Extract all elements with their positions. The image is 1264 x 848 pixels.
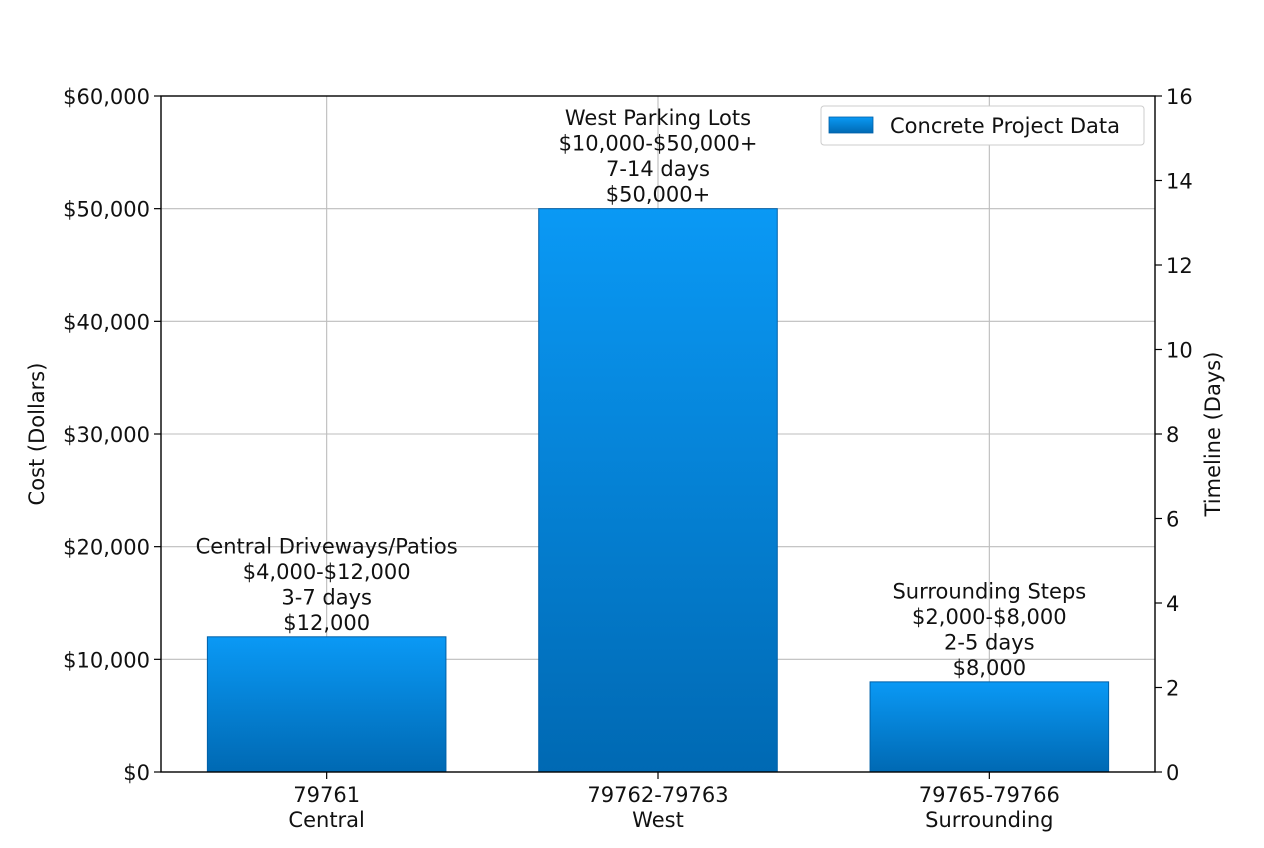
bar-annotation-project: Central Driveways/Patios (196, 534, 458, 558)
x-tick-label-area: West (632, 808, 684, 832)
bar-annotation-value-label: $12,000 (283, 611, 370, 635)
bar (206, 636, 447, 773)
y-tick-label: $30,000 (63, 423, 150, 447)
bars (206, 208, 1110, 773)
bar-annotation-timeline: 7-14 days (606, 157, 710, 181)
bar (538, 208, 778, 773)
x-tick-label-area: Surrounding (925, 808, 1053, 832)
y-tick-label: $0 (123, 761, 150, 785)
legend-swatch (828, 116, 874, 134)
bar-annotation-range: $10,000-$50,000+ (559, 132, 758, 156)
y2-tick-label: 10 (1166, 339, 1193, 363)
y2-tick-label: 6 (1166, 508, 1179, 532)
y2-tick-label: 8 (1166, 423, 1179, 447)
y-tick-label: $50,000 (63, 198, 150, 222)
x-tick-label-code: 79762-79763 (587, 783, 728, 807)
x-tick-label-area: Central (288, 808, 364, 832)
left-axis-ticks: $0 $10,000 $20,000 $30,000 $40,000 $50,000 $60… (63, 85, 161, 785)
y-axis-label: Cost (Dollars) (25, 363, 49, 506)
bar-annotation-timeline: 2-5 days (944, 630, 1035, 654)
bar-annotation-project: Surrounding Steps (892, 579, 1086, 603)
y-tick-label: $60,000 (63, 85, 150, 109)
y2-tick-label: 4 (1166, 592, 1179, 616)
bar-annotation-value-label: $8,000 (953, 656, 1026, 680)
y2-tick-label: 2 (1166, 677, 1179, 701)
legend: Concrete Project Data (820, 105, 1145, 146)
legend-box (820, 105, 1145, 146)
y2-tick-label: 0 (1166, 761, 1179, 785)
y-tick-label: $40,000 (63, 310, 150, 334)
bar-annotations: Central Driveways/Patios$4,000-$12,0003-… (196, 106, 1087, 680)
y2-tick-label: 16 (1166, 85, 1193, 109)
y-tick-label: $10,000 (63, 648, 150, 672)
y2-axis-label: Timeline (Days) (1201, 352, 1225, 518)
right-axis-ticks: 0 2 4 6 8 10 12 14 16 (1155, 85, 1193, 785)
bar-annotation-range: $4,000-$12,000 (243, 560, 411, 584)
legend-label: Concrete Project Data (890, 114, 1120, 138)
y2-tick-label: 12 (1166, 254, 1193, 278)
bar (869, 681, 1110, 773)
x-tick-label-code: 79765-79766 (919, 783, 1060, 807)
bar-annotation-timeline: 3-7 days (281, 585, 372, 609)
bar-annotation-project: West Parking Lots (565, 106, 751, 130)
bar-annotation-value-label: $50,000+ (606, 183, 710, 207)
y-tick-label: $20,000 (63, 536, 150, 560)
y2-tick-label: 14 (1166, 170, 1193, 194)
x-tick-label-code: 79761 (293, 783, 360, 807)
bar-annotation-range: $2,000-$8,000 (912, 605, 1067, 629)
